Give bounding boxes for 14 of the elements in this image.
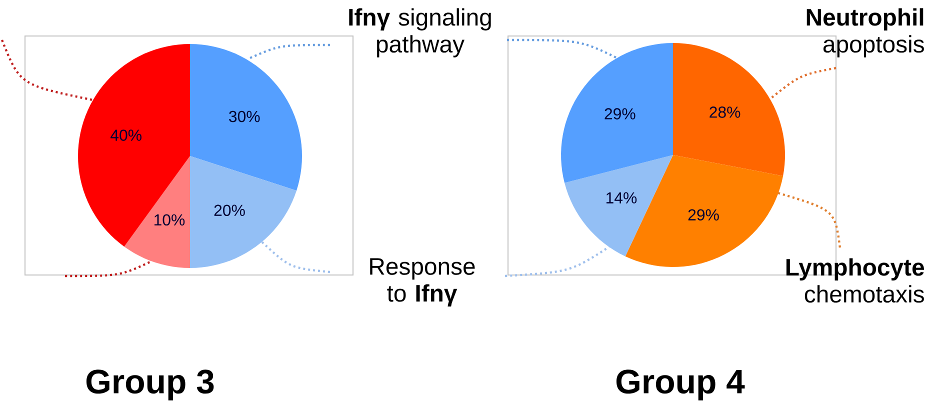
data-label: 10% <box>154 214 185 226</box>
slice-label: Lymphocyte chemotaxis <box>786 258 924 303</box>
data-label: 40% <box>110 130 142 141</box>
data-label: 28% <box>710 106 740 118</box>
slice-label: Neutrophil apoptosis <box>806 8 924 58</box>
data-label: 20% <box>214 204 245 216</box>
slice-label: Ifnγ signaling pathway <box>349 8 491 58</box>
data-label: 29% <box>688 209 719 221</box>
data-label: 30% <box>229 110 260 122</box>
legend-label: Response to Ifnγ <box>370 258 475 306</box>
data-label: 14% <box>606 192 637 204</box>
text: Group 4 <box>616 370 745 400</box>
text: Group 3 <box>86 370 214 400</box>
data-label: 29% <box>604 108 636 120</box>
